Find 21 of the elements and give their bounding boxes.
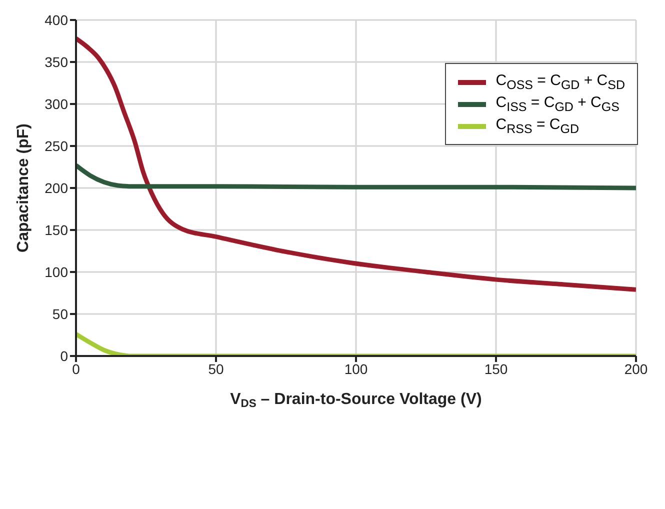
x-tick-label: 50 xyxy=(208,360,224,377)
line-series xyxy=(76,163,636,190)
x-tick-label: 150 xyxy=(484,360,508,377)
y-tick-label: 250 xyxy=(44,138,68,154)
y-tick-label: 200 xyxy=(44,180,68,196)
x-tick-label: 100 xyxy=(344,360,368,377)
y-tick-label: 350 xyxy=(44,54,68,70)
y-tick-label: 400 xyxy=(44,12,68,28)
line-series xyxy=(76,36,636,292)
y-tick-label: 100 xyxy=(44,264,68,280)
y-tick-label: 150 xyxy=(44,222,68,238)
x-tick-label: 0 xyxy=(72,360,80,377)
y-tick-label: 0 xyxy=(60,348,68,364)
x-axis-title: V$_{DS}$ – Drain-to-Source Voltage (V) xyxy=(230,391,482,410)
legend-label: C$_{ISS}$ = C$_{GD}$ + C$_{GS}$ xyxy=(496,94,620,114)
x-tick-label: 200 xyxy=(624,360,648,377)
legend-label: C$_{RSS}$ = C$_{GD}$ xyxy=(496,116,579,136)
y-tick-label: 50 xyxy=(52,306,68,322)
y-axis-title: Capacitance (pF) xyxy=(15,124,32,252)
legend-label: C$_{OSS}$ = C$_{GD}$ + C$_{SD}$ xyxy=(496,72,625,92)
y-tick-label: 300 xyxy=(44,96,68,112)
